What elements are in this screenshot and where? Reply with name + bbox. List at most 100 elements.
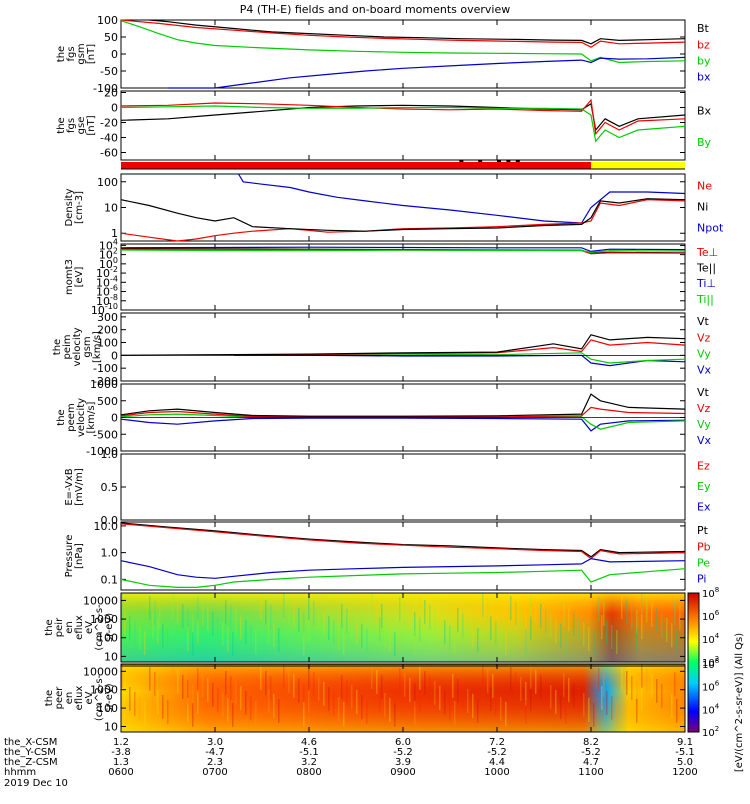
heatmap-streak <box>323 611 325 636</box>
heatmap-streak <box>192 703 194 727</box>
heatmap-streak <box>603 673 605 697</box>
heatmap-streak <box>356 690 358 714</box>
heatmap-streak <box>283 593 285 618</box>
heatmap-streak <box>273 694 275 718</box>
heatmap-streak <box>255 630 257 655</box>
heatmap-streak <box>626 600 628 625</box>
heatmap-streak <box>313 601 315 626</box>
heatmap-streak <box>568 678 570 702</box>
heatmap-streak <box>260 666 262 690</box>
heatmap-streak <box>593 632 595 657</box>
y-tick-label: -500 <box>93 428 118 441</box>
heatmap-streak <box>424 600 426 625</box>
heatmap-streak <box>154 672 156 696</box>
heatmap-streak <box>439 686 441 710</box>
heatmap-streak <box>482 593 484 618</box>
heatmap-streak <box>419 688 421 712</box>
heatmap-streak <box>149 596 151 621</box>
heatmap-streak <box>656 679 658 703</box>
heatmap-streak <box>621 595 623 620</box>
heatmap-streak <box>525 629 527 654</box>
panel-frame <box>120 90 686 161</box>
y-tick-label: 10 <box>104 650 118 663</box>
legend-entry: Npot <box>697 222 724 235</box>
legend-entry: bz <box>697 38 710 51</box>
legend-entry: bx <box>697 71 711 84</box>
heatmap-streak <box>232 703 234 727</box>
heatmap-streak <box>177 670 179 694</box>
heatmap-streak <box>152 685 154 709</box>
legend-entry: Ni <box>697 201 708 214</box>
heatmap-streak <box>167 629 169 654</box>
heatmap-streak <box>149 667 151 691</box>
heatmap-streak <box>389 698 391 722</box>
y-tick-label: 10 <box>104 720 118 733</box>
y-tick-label: 50 <box>104 31 118 44</box>
heatmap-streak <box>240 686 242 710</box>
heatmap-streak <box>222 693 224 717</box>
series-line-by <box>120 105 686 143</box>
series-line-ti|| <box>120 249 686 254</box>
heatmap-streak <box>409 678 411 702</box>
series-line-pi <box>120 557 686 579</box>
colorbar-tick-label: 102 <box>702 725 719 739</box>
heatmap-streak <box>308 667 310 691</box>
heatmap-streak <box>449 625 451 650</box>
heatmap-streak <box>144 631 146 656</box>
heatmap-streak <box>230 676 232 700</box>
y-axis-label: gsm <box>76 43 87 64</box>
heatmap-streak <box>601 615 603 640</box>
status-bar-tick <box>497 160 501 162</box>
heatmap-streak <box>207 607 209 632</box>
heatmap-streak <box>177 599 179 624</box>
heatmap-streak <box>260 595 262 620</box>
legend-entry: By <box>697 136 712 149</box>
heatmap-streak <box>371 665 373 689</box>
y-tick-label: 0.1 <box>101 573 119 586</box>
x-axis-tick-label: 3.9 <box>395 757 411 768</box>
series-line-bz <box>120 19 686 48</box>
heatmap-streak <box>510 596 512 621</box>
heatmap-streak <box>671 694 673 718</box>
heatmap-streak <box>583 622 585 647</box>
y-axis-label: sr-eV) <box>104 613 115 642</box>
heatmap-streak <box>134 692 136 716</box>
heatmap-streak <box>298 608 300 633</box>
y-tick-label: 1000 <box>90 684 118 697</box>
y-axis-label: (cm^2-s- <box>94 604 105 651</box>
status-bar-tick <box>515 160 520 162</box>
y-tick-label: 1000 <box>90 378 118 391</box>
legend-entry: Ex <box>697 501 711 514</box>
y-axis-label: en <box>64 621 75 634</box>
heatmap-streak <box>467 689 469 713</box>
heatmap-streak <box>152 614 154 639</box>
x-axis-tick-label: -5.2 <box>393 747 413 758</box>
heatmap-streak <box>245 691 247 715</box>
heatmap-streak <box>449 696 451 720</box>
heatmap-streak <box>568 607 570 632</box>
legend-entry: Ez <box>697 459 710 472</box>
heatmap-streak <box>379 617 381 642</box>
y-tick-label: 100 <box>97 176 118 189</box>
heatmap-streak <box>646 669 648 693</box>
heatmap-streak <box>192 614 194 639</box>
y-tick-label: 300 <box>97 311 118 324</box>
heatmap-streak <box>288 598 290 623</box>
heatmap-streak <box>661 684 663 708</box>
heatmap-streak <box>611 625 613 650</box>
y-axis-label: the <box>56 117 67 133</box>
colorbar-tick-label: 104 <box>702 632 720 646</box>
heatmap-streak <box>540 675 542 699</box>
heatmap-streak <box>270 676 272 700</box>
y-tick-label: 0 <box>111 102 118 115</box>
y-axis-label: the <box>56 409 67 425</box>
heatmap-streak <box>293 603 295 628</box>
series-line-vt <box>120 393 686 417</box>
heatmap-streak <box>676 699 678 723</box>
heatmap-streak <box>530 687 532 711</box>
heatmap-streak <box>545 609 547 634</box>
x-axis-tick-label: -3.8 <box>111 747 131 758</box>
heatmap-streak <box>606 620 608 645</box>
x-axis-tick-label: 6.0 <box>395 737 411 748</box>
heatmap-streak <box>225 600 227 625</box>
